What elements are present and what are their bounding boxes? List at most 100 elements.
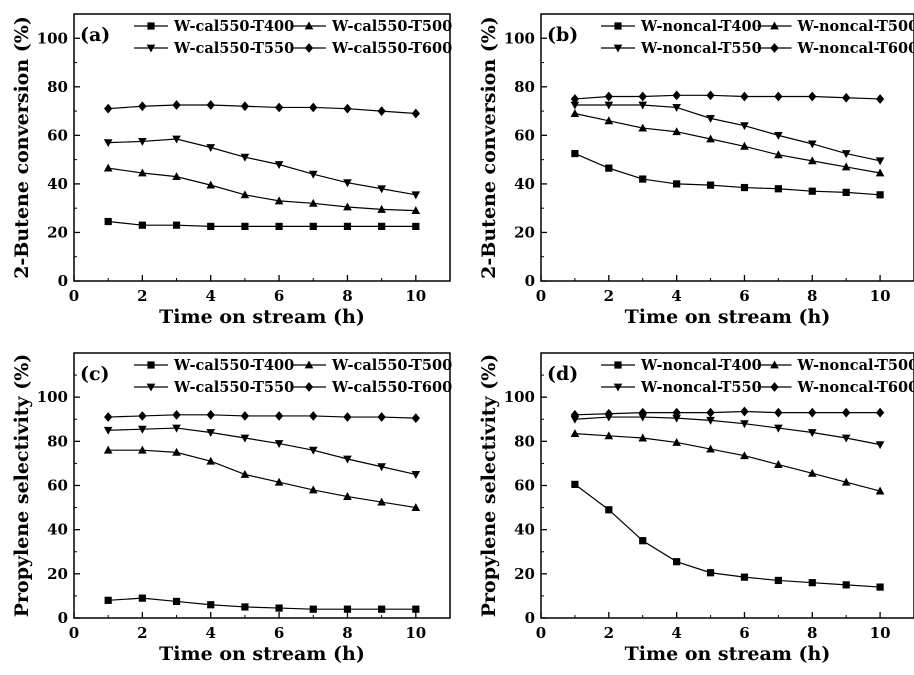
y-tick-label: 80 [47, 78, 68, 96]
x-tick-label: 0 [69, 287, 79, 305]
data-point [138, 445, 147, 454]
series-line-W-noncal-T500 [574, 433, 881, 492]
legend-marker [304, 21, 314, 30]
data-point [604, 91, 613, 102]
data-point [570, 109, 580, 117]
y-axis-label: 2-Butene conversion (%) [478, 16, 500, 279]
x-tick-label: 2 [137, 287, 147, 305]
data-point [706, 114, 715, 123]
data-point [841, 434, 851, 443]
data-point [842, 188, 850, 197]
data-point [875, 486, 885, 495]
data-point [411, 206, 421, 215]
data-point [841, 477, 851, 486]
data-point [570, 101, 580, 110]
data-point [706, 416, 715, 425]
data-point [308, 485, 318, 494]
data-point [172, 424, 181, 433]
data-point [706, 569, 715, 577]
data-point [172, 597, 181, 606]
legend-label: W-cal550-T500 [331, 357, 452, 374]
data-point [172, 100, 181, 110]
legend-marker [613, 383, 623, 392]
x-tick-label: 6 [274, 287, 284, 305]
y-axis-label: Propylene selectivity (%) [11, 354, 33, 618]
data-point [138, 101, 147, 112]
x-tick-label: 8 [807, 624, 817, 642]
data-point [206, 180, 216, 189]
series-line-W-cal550-T500 [108, 449, 416, 509]
data-point [172, 172, 181, 181]
series-line-W-cal550-T400 [108, 220, 416, 227]
data-point [103, 445, 113, 454]
y-tick-label: 40 [514, 521, 535, 539]
data-point [807, 156, 817, 165]
series-line-W-noncal-T600 [574, 94, 881, 100]
data-point [570, 94, 580, 104]
data-point [842, 407, 851, 418]
data-point [875, 94, 885, 104]
data-point [103, 163, 113, 172]
y-tick-label: 20 [514, 565, 535, 583]
x-tick-label: 8 [807, 287, 817, 305]
plot-frame [73, 13, 451, 282]
x-tick-label: 4 [671, 287, 681, 305]
data-point [774, 185, 782, 193]
legend-label: W-cal550-T600 [331, 379, 452, 396]
data-point [808, 579, 816, 587]
series-line-W-noncal-T550 [574, 416, 881, 446]
data-point [206, 409, 215, 420]
legend: W-noncal-T400 W-noncal-T500 W-noncal-T550 W… [601, 357, 914, 396]
data-point [774, 91, 783, 102]
series-line-W-noncal-T400 [574, 483, 881, 588]
data-point [774, 131, 783, 140]
data-point [412, 605, 420, 613]
x-tick-label: 10 [405, 287, 426, 305]
legend-label: W-noncal-T550 [640, 379, 762, 396]
data-point [706, 444, 715, 453]
y-tick-label: 60 [514, 477, 535, 495]
x-tick-label: 0 [536, 287, 546, 305]
data-point [706, 134, 715, 143]
x-tick-label: 4 [671, 624, 681, 642]
data-point [274, 102, 284, 113]
data-point [875, 157, 885, 166]
data-point [377, 204, 386, 213]
legend-label: W-noncal-T400 [640, 357, 762, 374]
data-point [343, 492, 352, 500]
data-point [639, 175, 647, 183]
data-point [774, 576, 782, 585]
data-point [378, 222, 386, 230]
y-tick-label: 100 [37, 388, 68, 406]
data-point [841, 150, 851, 159]
data-point [308, 170, 318, 179]
y-tick-label: 100 [504, 29, 535, 47]
data-point [309, 605, 317, 613]
data-point [274, 411, 284, 421]
x-tick-label: 10 [405, 624, 426, 642]
legend-label: W-noncal-T550 [640, 40, 762, 57]
legend-label: W-noncal-T400 [640, 18, 762, 35]
data-point [740, 91, 749, 102]
data-point [638, 91, 647, 102]
data-point [240, 101, 250, 112]
data-point [138, 138, 147, 146]
legend: W-noncal-T400 W-noncal-T500 W-noncal-T550 W… [601, 18, 914, 57]
data-point [308, 446, 318, 455]
data-point [706, 90, 715, 101]
data-point [138, 168, 147, 177]
data-point [343, 179, 352, 188]
data-point [876, 583, 884, 591]
series-line-W-noncal-T500 [574, 112, 881, 174]
data-point [841, 162, 851, 171]
legend-marker [770, 360, 779, 369]
data-point [412, 222, 420, 230]
y-tick-label: 20 [47, 223, 68, 241]
legend-marker [146, 383, 156, 392]
data-point [309, 102, 318, 113]
data-point [104, 103, 113, 114]
data-point [241, 222, 249, 230]
y-tick-label: 80 [514, 78, 535, 96]
data-point [240, 411, 250, 421]
